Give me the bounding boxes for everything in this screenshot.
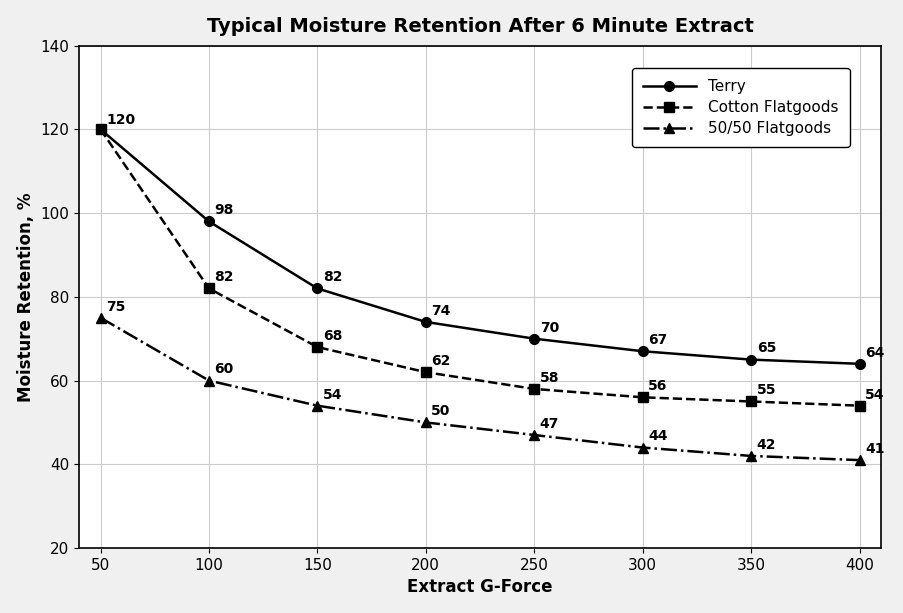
- Terry: [420, 318, 431, 326]
- Cotton Flatgoods: [528, 385, 539, 392]
- Line: 50/50 Flatgoods: 50/50 Flatgoods: [96, 313, 863, 465]
- Terry: [637, 348, 647, 355]
- Cotton Flatgoods: [312, 343, 322, 351]
- Terry: [95, 126, 106, 133]
- Y-axis label: Moisture Retention, %: Moisture Retention, %: [16, 192, 34, 402]
- Text: 60: 60: [214, 362, 234, 376]
- Text: 50: 50: [431, 404, 451, 418]
- Terry: [312, 285, 322, 292]
- 50/50 Flatgoods: [95, 314, 106, 321]
- Cotton Flatgoods: [853, 402, 864, 409]
- Terry: [853, 360, 864, 367]
- 50/50 Flatgoods: [637, 444, 647, 451]
- Terry: [203, 218, 214, 225]
- Text: 68: 68: [322, 329, 342, 343]
- Line: Cotton Flatgoods: Cotton Flatgoods: [96, 124, 863, 411]
- Text: 98: 98: [214, 204, 234, 217]
- Text: 47: 47: [539, 417, 559, 431]
- Legend: Terry, Cotton Flatgoods, 50/50 Flatgoods: Terry, Cotton Flatgoods, 50/50 Flatgoods: [631, 68, 849, 147]
- Line: Terry: Terry: [96, 124, 863, 368]
- 50/50 Flatgoods: [312, 402, 322, 409]
- Cotton Flatgoods: [745, 398, 756, 405]
- Text: 54: 54: [322, 387, 342, 402]
- Text: 67: 67: [647, 333, 666, 347]
- Text: 65: 65: [756, 341, 775, 356]
- Text: 55: 55: [756, 383, 776, 397]
- 50/50 Flatgoods: [203, 377, 214, 384]
- Cotton Flatgoods: [95, 126, 106, 133]
- Cotton Flatgoods: [420, 368, 431, 376]
- Title: Typical Moisture Retention After 6 Minute Extract: Typical Moisture Retention After 6 Minut…: [207, 17, 752, 36]
- Text: 56: 56: [647, 379, 666, 393]
- Cotton Flatgoods: [203, 285, 214, 292]
- Text: 75: 75: [106, 300, 126, 314]
- Cotton Flatgoods: [637, 394, 647, 401]
- Text: 64: 64: [864, 346, 883, 360]
- Text: 74: 74: [431, 304, 451, 318]
- Text: 120: 120: [106, 113, 135, 126]
- 50/50 Flatgoods: [853, 457, 864, 464]
- Text: 58: 58: [539, 371, 559, 385]
- Text: 70: 70: [539, 321, 558, 335]
- 50/50 Flatgoods: [745, 452, 756, 460]
- X-axis label: Extract G-Force: Extract G-Force: [407, 578, 552, 596]
- Text: 44: 44: [647, 429, 667, 443]
- 50/50 Flatgoods: [420, 419, 431, 426]
- Text: 62: 62: [431, 354, 451, 368]
- Text: 41: 41: [864, 442, 884, 456]
- Text: 82: 82: [214, 270, 234, 284]
- Text: 82: 82: [322, 270, 342, 284]
- Terry: [745, 356, 756, 364]
- Text: 54: 54: [864, 387, 884, 402]
- Text: 42: 42: [756, 438, 776, 452]
- 50/50 Flatgoods: [528, 432, 539, 439]
- Terry: [528, 335, 539, 342]
